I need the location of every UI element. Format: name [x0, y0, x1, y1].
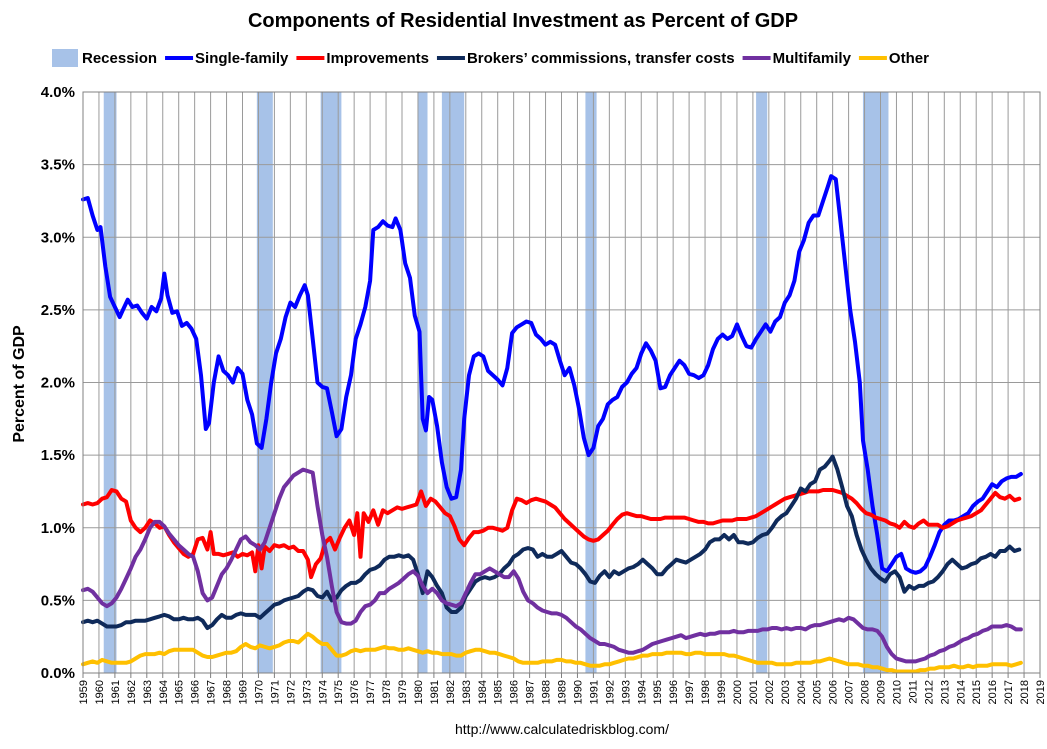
- x-tick-label: 2005: [812, 680, 824, 704]
- x-tick-label: 2002: [764, 680, 776, 704]
- series-brokers-commissions-transfer-costs: [81, 454, 1022, 630]
- legend-label-single-family: Single-family: [195, 50, 289, 67]
- legend-label-recession: Recession: [82, 50, 157, 67]
- x-tick-label: 1992: [604, 680, 616, 704]
- legend-label-multifamily: Multifamily: [773, 50, 852, 67]
- x-tick-label: 1981: [429, 680, 441, 704]
- x-tick-label: 1997: [684, 680, 696, 704]
- x-tick-label: 1966: [190, 680, 202, 704]
- x-tick-label: 2003: [780, 680, 792, 704]
- x-tick-label: 1995: [652, 680, 664, 704]
- x-tick-label: 1975: [333, 680, 345, 704]
- x-tick-label: 2014: [955, 680, 967, 704]
- x-tick-label: 2019: [1035, 680, 1047, 704]
- x-tick-label: 1971: [269, 680, 281, 704]
- x-tick-label: 1991: [588, 680, 600, 704]
- axes: [82, 91, 1041, 678]
- x-tick-label: 1979: [397, 680, 409, 704]
- x-tick-label: 1989: [557, 680, 569, 704]
- x-tick-label: 1990: [573, 680, 585, 704]
- x-tick-label: 1970: [253, 680, 265, 704]
- x-tick-label: 1977: [365, 680, 377, 704]
- x-tick-label: 2017: [1003, 680, 1015, 704]
- x-tick-label: 1987: [525, 680, 537, 704]
- x-tick-label: 1973: [301, 680, 313, 704]
- x-tick-label: 1983: [461, 680, 473, 704]
- x-tick-label: 2013: [939, 680, 951, 704]
- x-tick-label: 1969: [238, 680, 250, 704]
- x-tick-label: 1960: [94, 680, 106, 704]
- x-tick-label: 1963: [142, 680, 154, 704]
- series-multifamily: [81, 467, 1023, 664]
- y-tick-label: 0.0%: [41, 665, 75, 682]
- y-axis-label: Percent of GDP: [11, 325, 28, 443]
- series-lines: [81, 174, 1023, 674]
- x-tick-label: 1985: [493, 680, 505, 704]
- x-tick-labels: 1959 1960 1961 1962 1963 1964 1965 1966 1967 1968…: [78, 680, 1047, 704]
- series-single-family: [81, 174, 1023, 575]
- x-tick-label: 1965: [174, 680, 186, 704]
- x-tick-label: 2009: [876, 680, 888, 704]
- chart-title: Components of Residential Investment as …: [248, 10, 798, 32]
- x-tick-label: 1959: [78, 680, 90, 704]
- y-tick-label: 3.0%: [41, 229, 75, 246]
- x-tick-label: 2011: [907, 680, 919, 704]
- x-tick-label: 1961: [110, 680, 122, 704]
- x-tick-label: 1996: [668, 680, 680, 704]
- x-tick-label: 1982: [445, 680, 457, 704]
- x-tick-label: 2012: [923, 680, 935, 704]
- legend-label-brokers-commissions-transfer-costs: Brokers’ commissions, transfer costs: [467, 50, 735, 67]
- gridlines: [82, 91, 1041, 674]
- x-tick-label: 2000: [732, 680, 744, 704]
- x-tick-label: 1972: [285, 680, 297, 704]
- x-tick-label: 1968: [222, 680, 234, 704]
- series-improvements: [81, 488, 1022, 580]
- x-tick-label: 1964: [158, 680, 170, 704]
- series-other: [81, 631, 1023, 674]
- legend: Recession Single-family Improvements Broker…: [52, 49, 929, 67]
- legend-swatch-recession: [52, 49, 78, 67]
- x-tick-label: 1986: [509, 680, 521, 704]
- x-tick-label: 1962: [126, 680, 138, 704]
- x-tick-label: 1984: [477, 680, 489, 704]
- x-tick-label: 2008: [860, 680, 872, 704]
- x-tick-label: 2010: [891, 680, 903, 704]
- y-tick-label: 1.0%: [41, 520, 75, 537]
- x-tick-label: 1974: [317, 680, 329, 704]
- x-tick-label: 2018: [1019, 680, 1031, 704]
- x-tick-label: 1976: [349, 680, 361, 704]
- x-tick-label: 2016: [987, 680, 999, 704]
- x-tick-label: 1998: [700, 680, 712, 704]
- x-tick-label: 2007: [844, 680, 856, 704]
- y-tick-label: 2.5%: [41, 302, 75, 319]
- x-tick-label: 2004: [796, 680, 808, 704]
- y-tick-label: 4.0%: [41, 84, 75, 101]
- y-tick-label: 0.5%: [41, 592, 75, 609]
- x-tick-label: 1978: [381, 680, 393, 704]
- legend-label-improvements: Improvements: [326, 50, 429, 67]
- x-tick-label: 2001: [748, 680, 760, 704]
- source-url: http://www.calculatedriskblog.com/: [455, 721, 669, 737]
- x-tick-label: 1980: [413, 680, 425, 704]
- y-tick-label: 2.0%: [41, 375, 75, 392]
- x-tick-label: 1967: [206, 680, 218, 704]
- x-tick-label: 2015: [971, 680, 983, 704]
- x-tick-label: 1988: [541, 680, 553, 704]
- y-tick-label: 1.5%: [41, 447, 75, 464]
- x-tick-label: 1993: [620, 680, 632, 704]
- x-tick-label: 1994: [636, 680, 648, 704]
- x-tick-label: 1999: [716, 680, 728, 704]
- legend-label-other: Other: [889, 50, 929, 67]
- y-tick-label: 3.5%: [41, 157, 75, 174]
- y-tick-labels: 0.0% 0.5% 1.0% 1.5% 2.0% 2.5% 3.0% 3.5% 4.0%: [41, 84, 75, 682]
- x-tick-label: 2006: [828, 680, 840, 704]
